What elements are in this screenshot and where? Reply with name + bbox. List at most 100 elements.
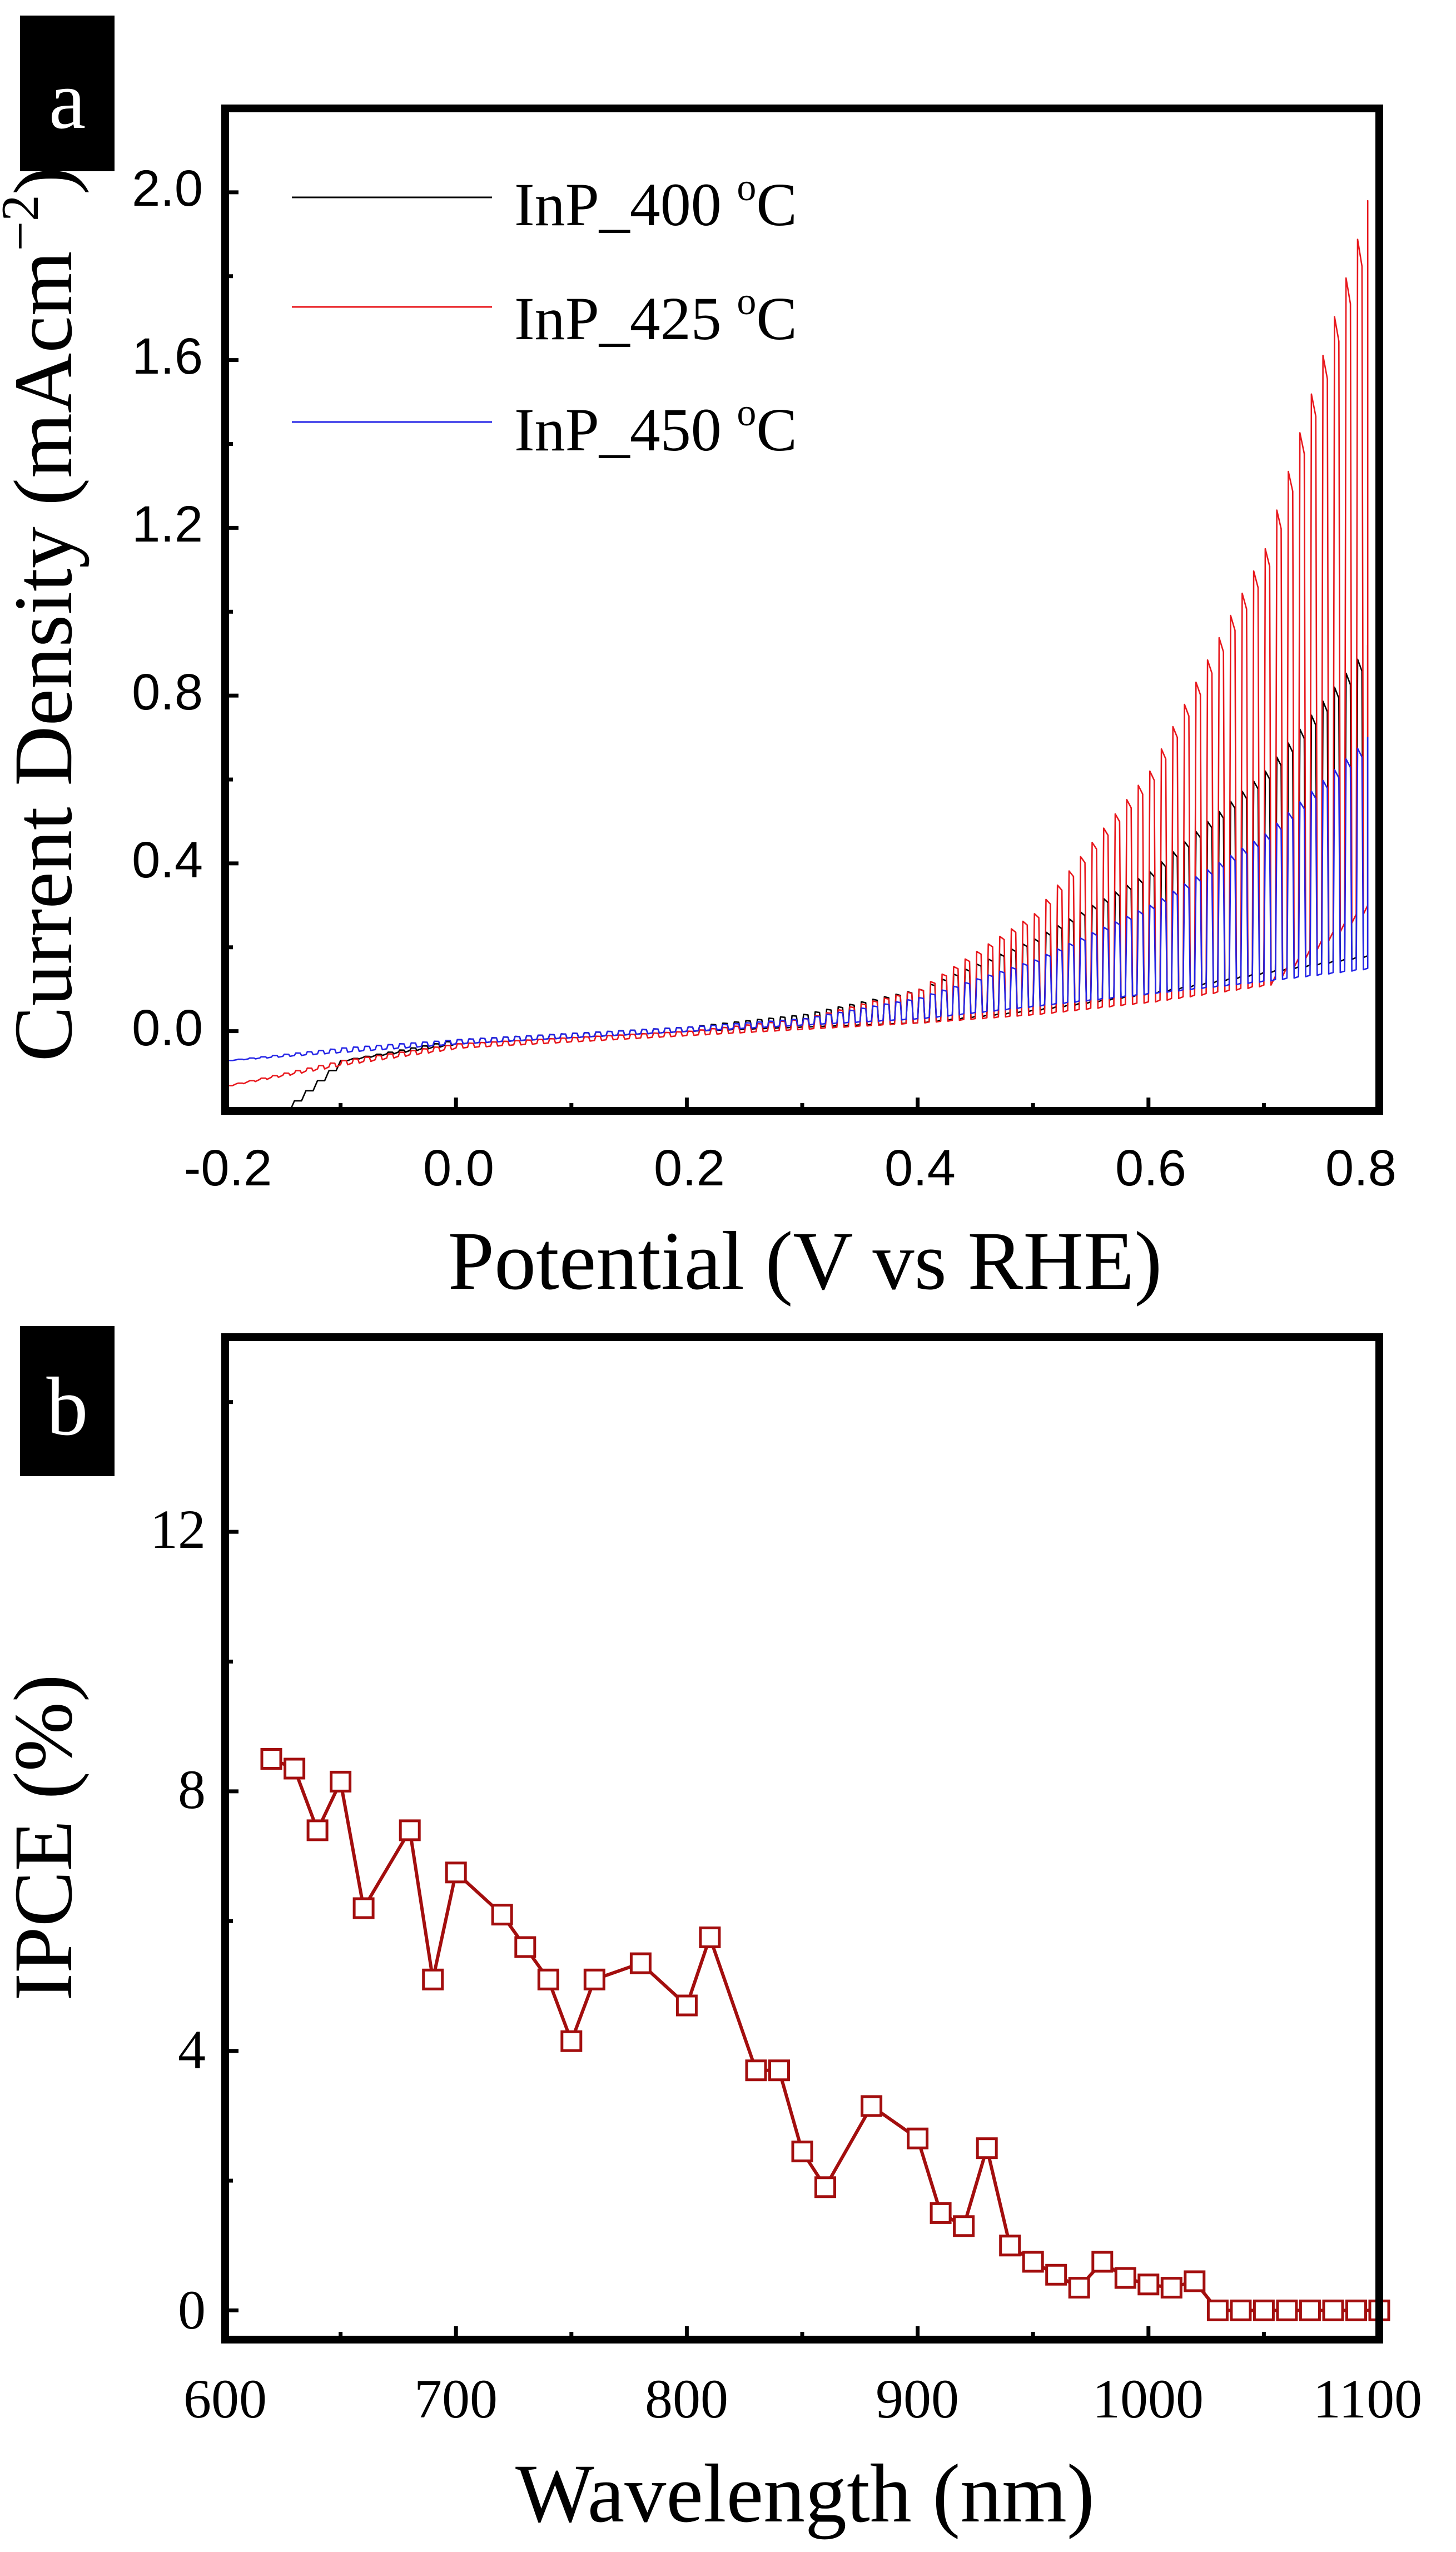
ipce-data-point	[399, 1819, 421, 1841]
panel-b-y-tick-label: 8	[178, 1759, 206, 1820]
legend-label-inp-425: InP_425 oC	[514, 280, 797, 352]
ipce-data-point	[1022, 2251, 1044, 2273]
panel-b-series	[260, 1748, 1390, 2321]
ipce-data-point	[1114, 2267, 1136, 2289]
legend-label-inp-400-degree: o	[737, 166, 756, 209]
ipce-data-point	[583, 1968, 605, 1990]
panel-a-label: a	[49, 54, 86, 146]
panel-b-y-tick-label: 12	[150, 1498, 206, 1560]
panel-b-x-tick-label: 600	[183, 2368, 267, 2430]
panel-a-y-axis-label-exponent: −2	[0, 195, 49, 251]
ipce-data-point	[1137, 2273, 1160, 2296]
ipce-data-point	[861, 2095, 883, 2117]
ipce-data-point	[1345, 2300, 1367, 2321]
ipce-data-point	[1299, 2300, 1321, 2321]
ipce-data-point	[999, 2235, 1021, 2257]
ipce-data-point	[306, 1819, 329, 1841]
panel-b-label-box	[20, 1326, 115, 1476]
panel-a-x-tick-label: 0.0	[423, 1140, 494, 1196]
panel-a-x-tick-labels: -0.2 0.0 0.2 0.4 0.6 0.8	[184, 1140, 1397, 1196]
ipce-data-point	[1276, 2300, 1298, 2321]
panel-a-series	[225, 200, 1369, 1112]
panel-b-label: b	[47, 1361, 88, 1453]
legend-label-inp-450-text: InP_450	[514, 396, 737, 464]
panel-a-x-tick-label: 0.8	[1325, 1140, 1397, 1196]
ipce-data-point	[745, 2059, 767, 2082]
ipce-data-point	[422, 1968, 444, 1990]
ipce-data-point	[1160, 2277, 1182, 2299]
ipce-data-point	[953, 2215, 975, 2237]
ipce-data-point	[1322, 2300, 1344, 2321]
panel-a-x-tick-label: 0.6	[1115, 1140, 1186, 1196]
panel-a-legend: InP_400 oC InP_425 oC InP_450 oC	[292, 166, 797, 464]
panel-b-x-tick-label: 1100	[1313, 2368, 1422, 2430]
ipce-data-point	[560, 2030, 583, 2052]
ipce-data-point	[1091, 2251, 1114, 2273]
panel-a-y-tick-label: 0.0	[132, 1000, 203, 1056]
legend-label-inp-400-unit: C	[756, 171, 797, 239]
ipce-data-point	[1068, 2277, 1090, 2299]
panel-a-y-tick-label: 1.6	[132, 328, 203, 385]
panel-a-x-tick-label: -0.2	[184, 1140, 272, 1196]
panel-b-y-tick-label: 4	[178, 2019, 206, 2081]
ipce-data-point	[814, 2176, 836, 2198]
series-line-inp-450	[225, 737, 1369, 1061]
panel-a-y-axis-label-main: Current Density (mAcm	[0, 251, 90, 1061]
panel-b-x-axis-label: Wavelength (nm)	[515, 2447, 1095, 2540]
ipce-data-point	[1184, 2270, 1206, 2292]
ipce-data-point	[629, 1952, 652, 1974]
panel-a-label-box	[20, 16, 115, 171]
legend-label-inp-400-text: InP_400	[514, 171, 737, 239]
legend-label-inp-450-degree: o	[737, 391, 756, 434]
panel-a-plot-area	[225, 108, 1379, 1111]
series-line-inp-425	[225, 200, 1369, 1086]
ipce-data-point	[330, 1770, 352, 1793]
ipce-data-point	[1206, 2300, 1229, 2321]
panel-a-x-axis-label: Potential (V vs RHE)	[448, 1215, 1162, 1307]
panel-a-y-axis-label: Current Density (mAcm−2)	[0, 167, 90, 1061]
panel-b-y-tick-labels: 0 4 8 12	[150, 1498, 206, 2341]
ipce-data-point	[352, 1897, 375, 1919]
panel-a-y-tick-label: 2.0	[132, 160, 203, 217]
ipce-data-point	[1045, 2263, 1067, 2286]
ipce-data-point	[791, 2141, 813, 2163]
panel-b-x-tick-label: 900	[876, 2368, 959, 2430]
ipce-data-point	[445, 1861, 467, 1884]
ipce-data-point	[699, 1927, 721, 1948]
ipce-data-point	[1230, 2300, 1252, 2321]
ipce-data-point	[675, 1994, 698, 2017]
panel-a-y-tick-labels: 0.0 0.4 0.8 1.2 1.6 2.0	[132, 160, 203, 1056]
panel-b-x-tick-label: 800	[645, 2368, 728, 2430]
panel-b-plot-area	[225, 1337, 1379, 2340]
ipce-data-point	[930, 2202, 952, 2224]
ipce-data-point	[260, 1748, 282, 1770]
panel-b-y-axis-label: IPCE (%)	[0, 1674, 90, 2000]
legend-label-inp-400: InP_400 oC	[514, 166, 797, 239]
panel-a: a -0.2 0.0 0.2 0.4 0.6 0.8 0.0 0.4 0.8 1…	[0, 16, 1397, 1307]
ipce-data-point	[537, 1968, 559, 1990]
ipce-data-point	[768, 2059, 790, 2082]
panel-b-y-tick-label: 0	[178, 2279, 206, 2341]
panel-b-x-tick-label: 1000	[1092, 2368, 1204, 2430]
legend-label-inp-425-text: InP_425	[514, 285, 737, 352]
ipce-data-point	[907, 2127, 929, 2149]
panel-a-x-tick-label: 0.4	[884, 1140, 956, 1196]
panel-a-y-axis-label-close: )	[0, 167, 90, 195]
panel-a-frame	[221, 105, 1383, 1115]
panel-b-frame	[221, 1333, 1383, 2344]
panel-b-x-tick-labels: 600 700 800 900 1000 1100	[183, 2368, 1422, 2430]
panel-a-x-tick-label: 0.2	[654, 1140, 725, 1196]
ipce-data-point	[491, 1904, 513, 1926]
ipce-data-point	[1253, 2300, 1275, 2321]
legend-label-inp-450: InP_450 oC	[514, 391, 797, 464]
legend-label-inp-425-unit: C	[756, 285, 797, 352]
ipce-data-point	[284, 1757, 306, 1780]
panel-b-x-tick-label: 700	[414, 2368, 498, 2430]
ipce-data-point	[514, 1936, 536, 1958]
panel-a-y-tick-label: 0.4	[132, 832, 203, 888]
panel-a-y-tick-label: 0.8	[132, 664, 203, 721]
panel-b: b 600 700 800 900 1000 1100 0 4 8 12 Wav…	[0, 1326, 1422, 2540]
legend-label-inp-450-unit: C	[756, 396, 797, 464]
ipce-data-point	[976, 2137, 998, 2159]
